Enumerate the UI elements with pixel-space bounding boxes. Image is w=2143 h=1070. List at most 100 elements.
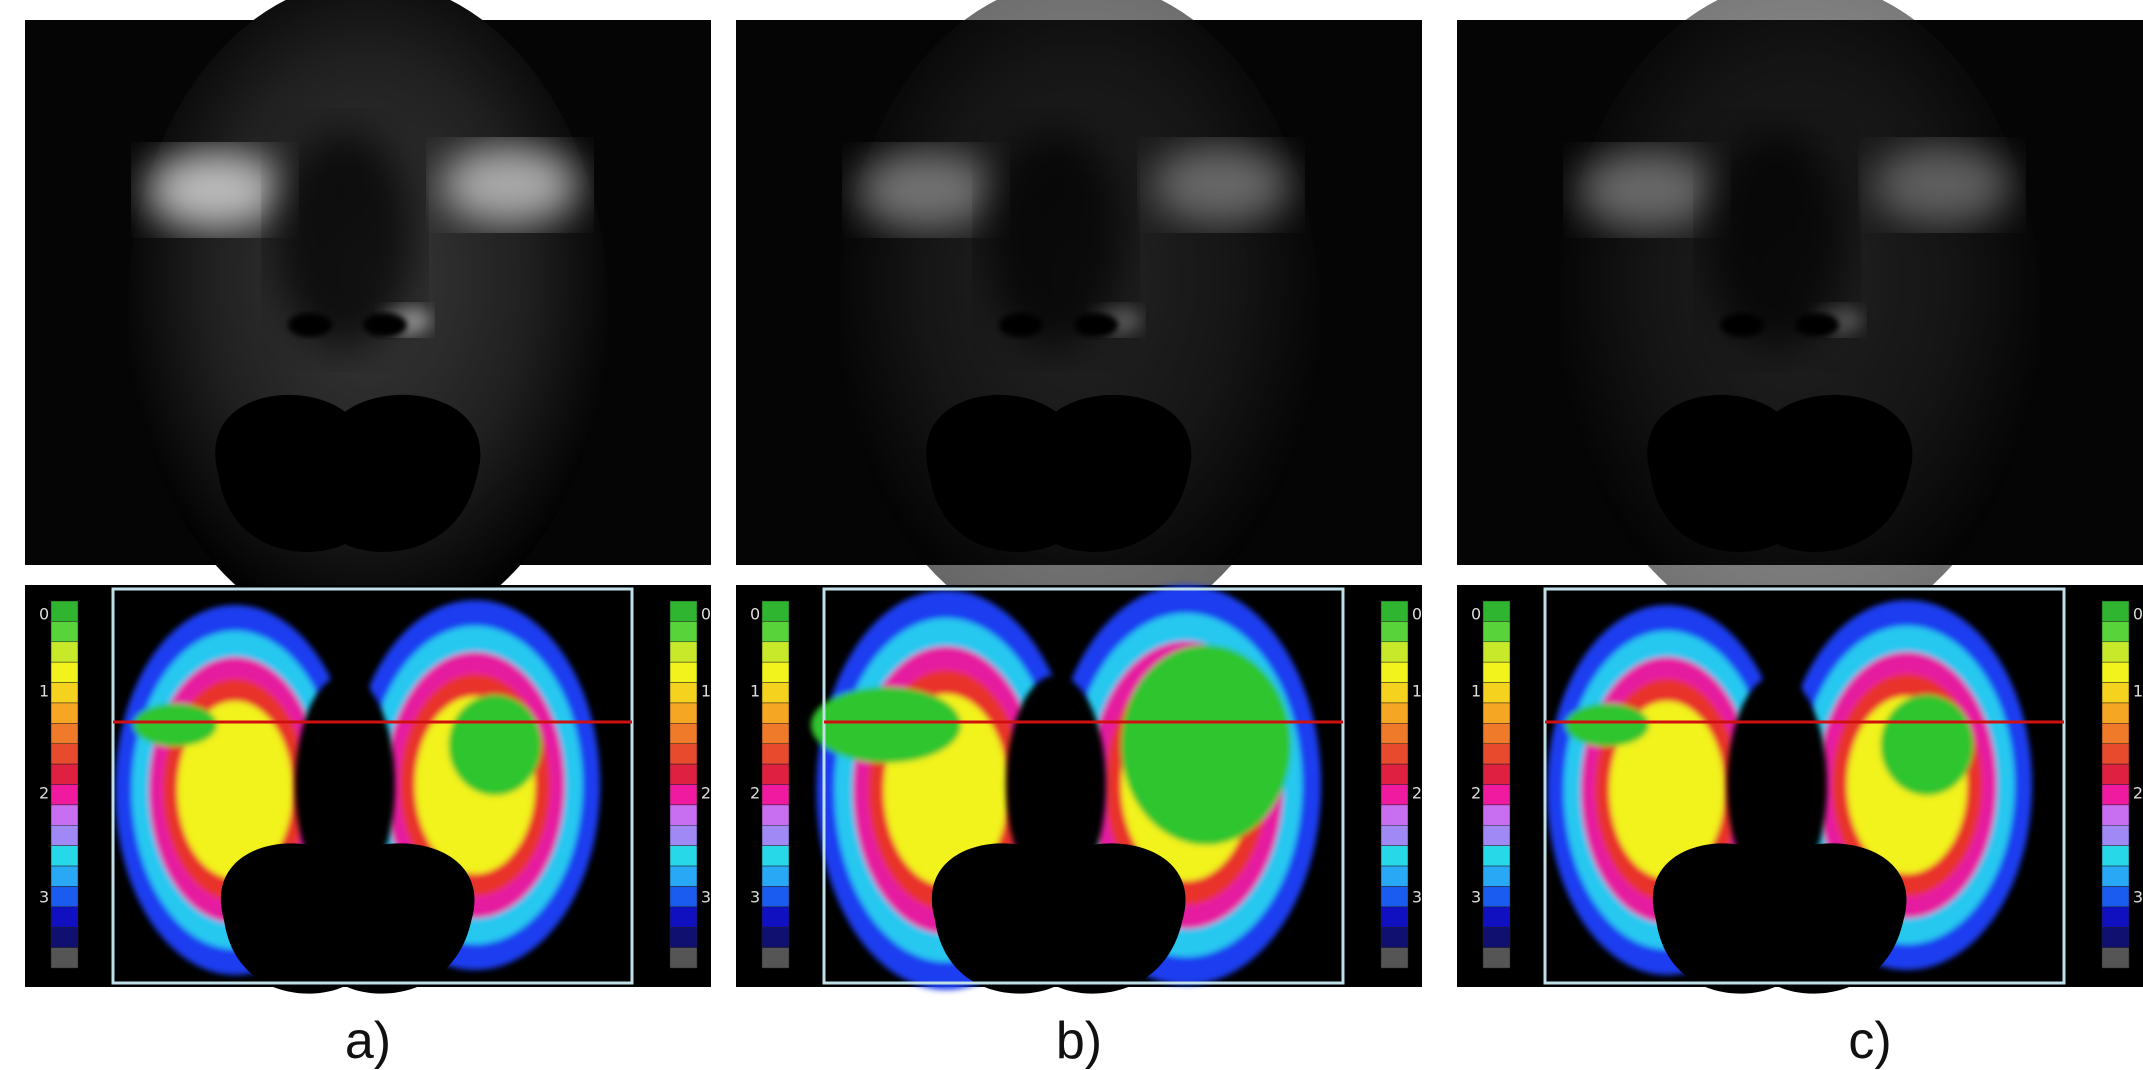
colorbar-segment xyxy=(670,846,697,866)
scale-label: 2 xyxy=(2133,784,2143,803)
scale-label: 3 xyxy=(1412,888,1422,907)
heat-map: 01230123 xyxy=(736,585,1422,994)
face-photo xyxy=(25,0,711,640)
colorbar-segment xyxy=(1381,723,1408,743)
colorbar-segment xyxy=(1483,723,1510,743)
heat-green xyxy=(811,687,961,763)
colorbar-segment xyxy=(762,764,789,784)
mouth xyxy=(221,843,475,993)
colorbar-segment xyxy=(51,621,78,641)
colorbar-segment xyxy=(51,642,78,662)
scale-label: 0 xyxy=(2133,605,2143,624)
colorbar-segment xyxy=(1381,886,1408,906)
colorbar-segment xyxy=(51,764,78,784)
colorbar-segment xyxy=(762,683,789,703)
mouth xyxy=(926,395,1191,552)
colorbar-segment xyxy=(2102,846,2129,866)
colorbar-segment xyxy=(1483,703,1510,723)
nostril xyxy=(1795,313,1839,337)
mouth xyxy=(1647,395,1912,552)
colorbar-segment xyxy=(762,948,789,968)
colorbar-segment xyxy=(1483,764,1510,784)
nostril xyxy=(1074,313,1118,337)
colorbar-segment xyxy=(51,907,78,927)
colorbar-segment xyxy=(51,805,78,825)
colorbar-segment xyxy=(762,703,789,723)
colorbar-segment xyxy=(670,785,697,805)
cheek-right xyxy=(1872,145,2012,225)
panel-label: b) xyxy=(1056,1012,1102,1070)
colorbar-segment xyxy=(2102,683,2129,703)
colorbar-segment xyxy=(1381,907,1408,927)
colorbar-segment xyxy=(670,683,697,703)
colorbar-segment xyxy=(762,601,789,621)
scale-label: 3 xyxy=(39,888,49,907)
colorbar-segment xyxy=(1483,907,1510,927)
colorbar-segment xyxy=(1381,805,1408,825)
scale-label: 0 xyxy=(701,605,711,624)
figure: 01230123a)01230123b)01230123c) xyxy=(0,0,2143,1070)
scale-label: 2 xyxy=(701,784,711,803)
cheek-right xyxy=(1151,145,1291,225)
cheek-right xyxy=(440,145,580,225)
colorbar-segment xyxy=(1483,601,1510,621)
scale-label: 3 xyxy=(2133,888,2143,907)
colorbar-segment xyxy=(762,825,789,845)
colorbar-segment xyxy=(51,846,78,866)
colorbar-segment xyxy=(51,744,78,764)
colorbar-segment xyxy=(670,601,697,621)
scale-label: 1 xyxy=(1412,682,1422,701)
colorbar-segment xyxy=(670,866,697,886)
colorbar-segment xyxy=(1381,601,1408,621)
scale-label: 2 xyxy=(39,784,49,803)
colorbar-segment xyxy=(670,825,697,845)
scale-label: 2 xyxy=(750,784,760,803)
scale-label: 3 xyxy=(750,888,760,907)
colorbar-segment xyxy=(1381,846,1408,866)
colorbar-segment xyxy=(670,642,697,662)
colorbar-segment xyxy=(2102,744,2129,764)
heat-map: 01230123 xyxy=(1457,585,2143,994)
colorbar-segment xyxy=(1381,927,1408,947)
colorbar-segment xyxy=(670,927,697,947)
colorbar-segment xyxy=(1381,703,1408,723)
colorbar-segment xyxy=(51,927,78,947)
colorbar-segment xyxy=(1381,621,1408,641)
colorbar-segment xyxy=(2102,866,2129,886)
scale-label: 0 xyxy=(750,605,760,624)
colorbar-segment xyxy=(1483,825,1510,845)
face-photo xyxy=(736,0,1422,640)
colorbar-segment xyxy=(1381,662,1408,682)
colorbar-segment xyxy=(1381,785,1408,805)
colorbar-segment xyxy=(51,683,78,703)
panel-label: c) xyxy=(1848,1012,1891,1070)
mouth xyxy=(215,395,480,552)
colorbar-segment xyxy=(51,785,78,805)
scale-label: 3 xyxy=(701,888,711,907)
colorbar-segment xyxy=(1381,764,1408,784)
colorbar-segment xyxy=(762,785,789,805)
colorbar-segment xyxy=(1483,846,1510,866)
colorbar-segment xyxy=(51,662,78,682)
colorbar-segment xyxy=(1483,927,1510,947)
colorbar-segment xyxy=(2102,785,2129,805)
colorbar-segment xyxy=(1381,825,1408,845)
face-photo xyxy=(1457,0,2143,640)
heat-green xyxy=(1121,645,1291,845)
colorbar-segment xyxy=(2102,662,2129,682)
colorbar-segment xyxy=(1483,744,1510,764)
colorbar-segment xyxy=(762,846,789,866)
colorbar-segment xyxy=(762,723,789,743)
colorbar-segment xyxy=(762,907,789,927)
colorbar-segment xyxy=(1483,642,1510,662)
colorbar-segment xyxy=(1483,805,1510,825)
colorbar-segment xyxy=(1483,662,1510,682)
colorbar-segment xyxy=(670,886,697,906)
mouth xyxy=(1653,843,1907,993)
heat-green xyxy=(133,704,217,747)
colorbar-segment xyxy=(670,907,697,927)
colorbar-segment xyxy=(51,825,78,845)
colorbar-segment xyxy=(1381,642,1408,662)
scale-label: 1 xyxy=(39,682,49,701)
